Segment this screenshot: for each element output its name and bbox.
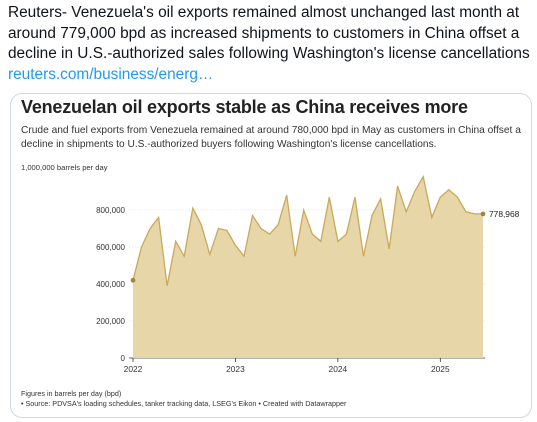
note-units: Figures in barrels per day (bpd) [21,389,122,398]
tweet-link[interactable]: reuters.com/business/energ… [8,65,214,83]
x-tick-label-2: 2024 [329,364,348,374]
series-area-group: 778,968 [130,174,520,358]
x-tick-label-1: 2023 [226,364,245,374]
y-tick-label-4: 800,000 [96,206,125,215]
chart-notes: Figures in barrels per day (bpd) • Sourc… [21,389,346,409]
chart-subtitle: Crude and fuel exports from Venezuela re… [21,125,521,150]
series-area [133,176,483,358]
y-tick-label-0: 0 [121,354,126,363]
oil-exports-chart: 1,000,000 barrels per day 0 200,000 400,00… [21,163,520,374]
tweet-body: Reuters- Venezuela's oil exports remaine… [8,4,530,62]
x-tick-label-0: 2022 [124,364,143,374]
start-point [130,277,136,283]
end-value-label: 778,968 [489,209,520,219]
y-axis-label: 1,000,000 barrels per day [21,163,108,172]
y-tick-label-3: 600,000 [96,243,125,252]
note-source: • Source: PDVSA's loading schedules, tan… [21,399,347,408]
end-point [480,211,486,217]
x-tick-labels: 2022 2023 2024 2025 [124,358,450,374]
tweet-text: Reuters- Venezuela's oil exports remaine… [8,3,536,85]
x-tick-label-3: 2025 [431,364,450,374]
chart-title: Venezuelan oil exports stable as China r… [21,97,468,117]
y-tick-labels: 0 200,000 400,000 600,000 800,000 [96,206,125,363]
y-tick-label-1: 200,000 [96,317,125,326]
y-tick-label-2: 400,000 [96,280,125,289]
series-line [132,174,483,286]
chart-card[interactable]: Venezuelan oil exports stable as China r… [10,93,532,418]
